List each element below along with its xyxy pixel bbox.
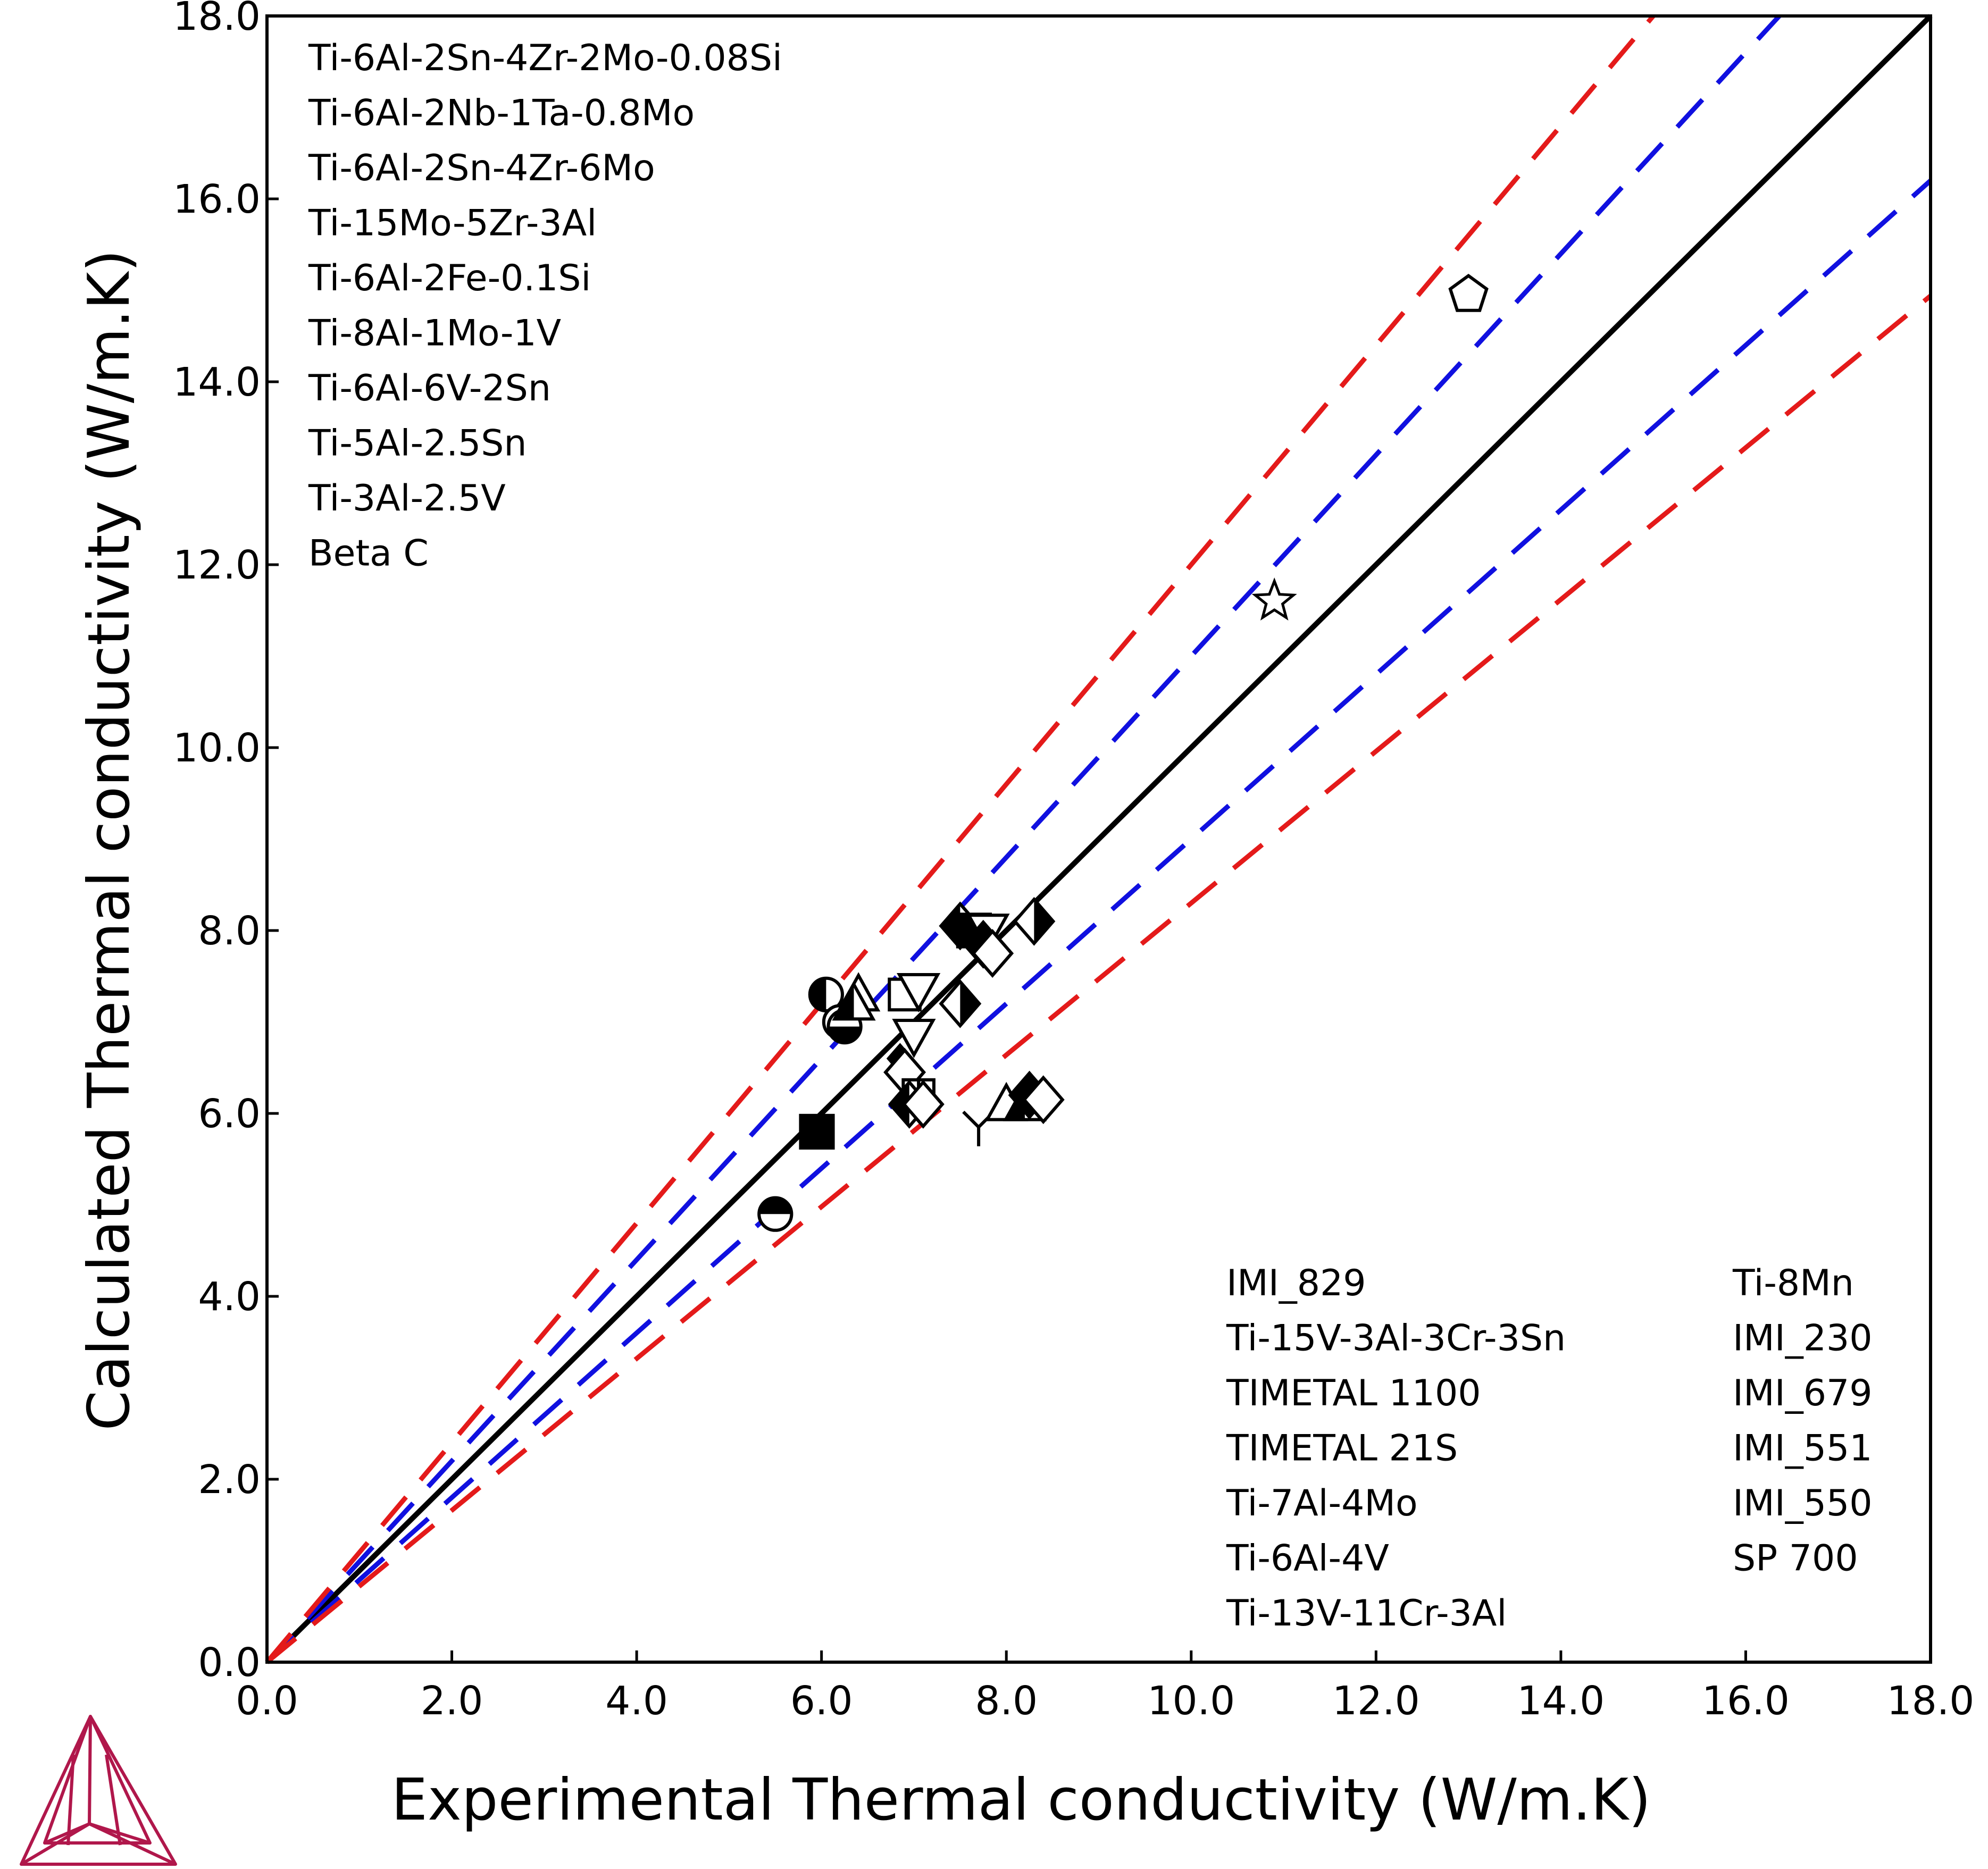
legend-right: Ti-8Mn IMI_230 IMI_679 IMI_551 IMI_550 SP 700 [1732, 1262, 1873, 1580]
data-point-diamond-open [901, 1079, 945, 1129]
legend-entry: Ti-6Al-2Sn-4Zr-6Mo [308, 147, 655, 189]
x-tick-label: 18.0 [1887, 1678, 1975, 1724]
y-tick-label: 2.0 [198, 1457, 261, 1503]
y-tick-label: 6.0 [198, 1091, 261, 1137]
legend-entry: IMI_679 [1733, 1372, 1873, 1414]
legend-entry: IMI_230 [1733, 1318, 1873, 1360]
x-tick-label: 10.0 [1147, 1678, 1235, 1724]
legend-entry: Ti-6Al-2Nb-1Ta-0.8Mo [308, 93, 695, 135]
x-tick-label: 16.0 [1702, 1678, 1790, 1724]
legend-entry: Beta C [308, 533, 429, 575]
data-point-pentagon-open [1448, 273, 1489, 312]
x-tick-label: 12.0 [1332, 1678, 1420, 1724]
x-tick-label: 14.0 [1517, 1678, 1605, 1724]
legend-entry: Ti-6Al-2Fe-0.1Si [308, 257, 591, 299]
x-axis-title: Experimental Thermal conductivity (W/m.K… [391, 1767, 1651, 1833]
data-point-diamond-open [1022, 1075, 1065, 1125]
legend-entry: Ti-6Al-2Sn-4Zr-2Mo-0.08Si [308, 37, 782, 79]
data-point-diamond-right-half [939, 979, 982, 1028]
legend-entry: TIMETAL 21S [1226, 1428, 1458, 1470]
x-tick-label: 4.0 [605, 1678, 668, 1724]
legend-entry: Ti-15Mo-5Zr-3Al [308, 203, 597, 245]
legend-entry: IMI_551 [1733, 1428, 1873, 1470]
legend-entry: Ti-15V-3Al-3Cr-3Sn [1226, 1318, 1566, 1360]
reference-line-minus-10pct [265, 179, 1932, 1664]
data-point-triangle-down-open [897, 973, 941, 1012]
x-tick-label: 6.0 [790, 1678, 853, 1724]
data-point-star-open [1251, 577, 1297, 621]
y-tick-label: 4.0 [198, 1274, 261, 1320]
y-tick-label: 12.0 [173, 542, 261, 588]
x-tick-label: 2.0 [421, 1678, 483, 1724]
reference-lines [265, 14, 1933, 1664]
x-tick-label: 8.0 [975, 1678, 1038, 1724]
reference-line-plusminus-20pct [265, 14, 1656, 1664]
legend-entry: Ti-6Al-6V-2Sn [308, 367, 551, 409]
data-point-diamond-right-half [1013, 896, 1056, 946]
y-tick-label: 16.0 [173, 177, 261, 222]
reference-line-parity [265, 14, 1933, 1664]
data-point-triangle-half [832, 981, 876, 1021]
y-tick-label: 18.0 [173, 0, 261, 39]
legend-entry: Ti-6Al-4V [1226, 1538, 1389, 1580]
plot-frame [265, 14, 1932, 1664]
data-point-triangle-down-open [892, 1019, 936, 1058]
legend-left: Ti-6Al-2Sn-4Zr-2Mo-0.08Si Ti-6Al-2Nb-1Ta-… [308, 37, 782, 575]
data-point-diamond-open [971, 929, 1014, 978]
data-points [757, 273, 1489, 1232]
legend-entry: IMI_829 [1226, 1262, 1366, 1304]
legend-entry: IMI_550 [1733, 1482, 1873, 1524]
reference-line-minus-20pct [265, 294, 1932, 1664]
reference-line-plusminus-10pct [265, 14, 1781, 1664]
data-point-square-filled [799, 1113, 835, 1150]
legend-entry: Ti-8Al-1Mo-1V [308, 313, 561, 355]
legend-entry: Ti-13V-11Cr-3Al [1226, 1593, 1507, 1635]
axis-ticks: 0.0 2.0 4.0 6.0 8.0 10.0 12.0 14.0 16.0 18.0 0.0 2.… [173, 0, 1974, 1724]
data-point-circle-top-half [757, 1196, 793, 1232]
legend-entry: Ti-8Mn [1732, 1262, 1854, 1304]
tetrahedron-logo-icon [20, 1715, 177, 1866]
y-tick-label: 10.0 [173, 725, 261, 771]
y-tick-label: 0.0 [198, 1640, 261, 1686]
legend-middle: IMI_829 Ti-15V-3Al-3Cr-3Sn TIMETAL 1100 TIM… [1226, 1262, 1566, 1635]
y-axis-title: Calculated Thermal conductivity (W/m.K) [76, 249, 143, 1430]
legend-entry: Ti-7Al-4Mo [1226, 1482, 1418, 1524]
legend-entry: Ti-3Al-2.5V [308, 477, 506, 519]
y-tick-label: 8.0 [198, 908, 261, 954]
y-tick-label: 14.0 [173, 359, 261, 405]
x-tick-label: 0.0 [236, 1678, 298, 1724]
legend-entry: TIMETAL 1100 [1226, 1372, 1481, 1414]
legend-entry: Ti-5Al-2.5Sn [308, 423, 527, 465]
legend-entry: SP 700 [1733, 1538, 1858, 1580]
